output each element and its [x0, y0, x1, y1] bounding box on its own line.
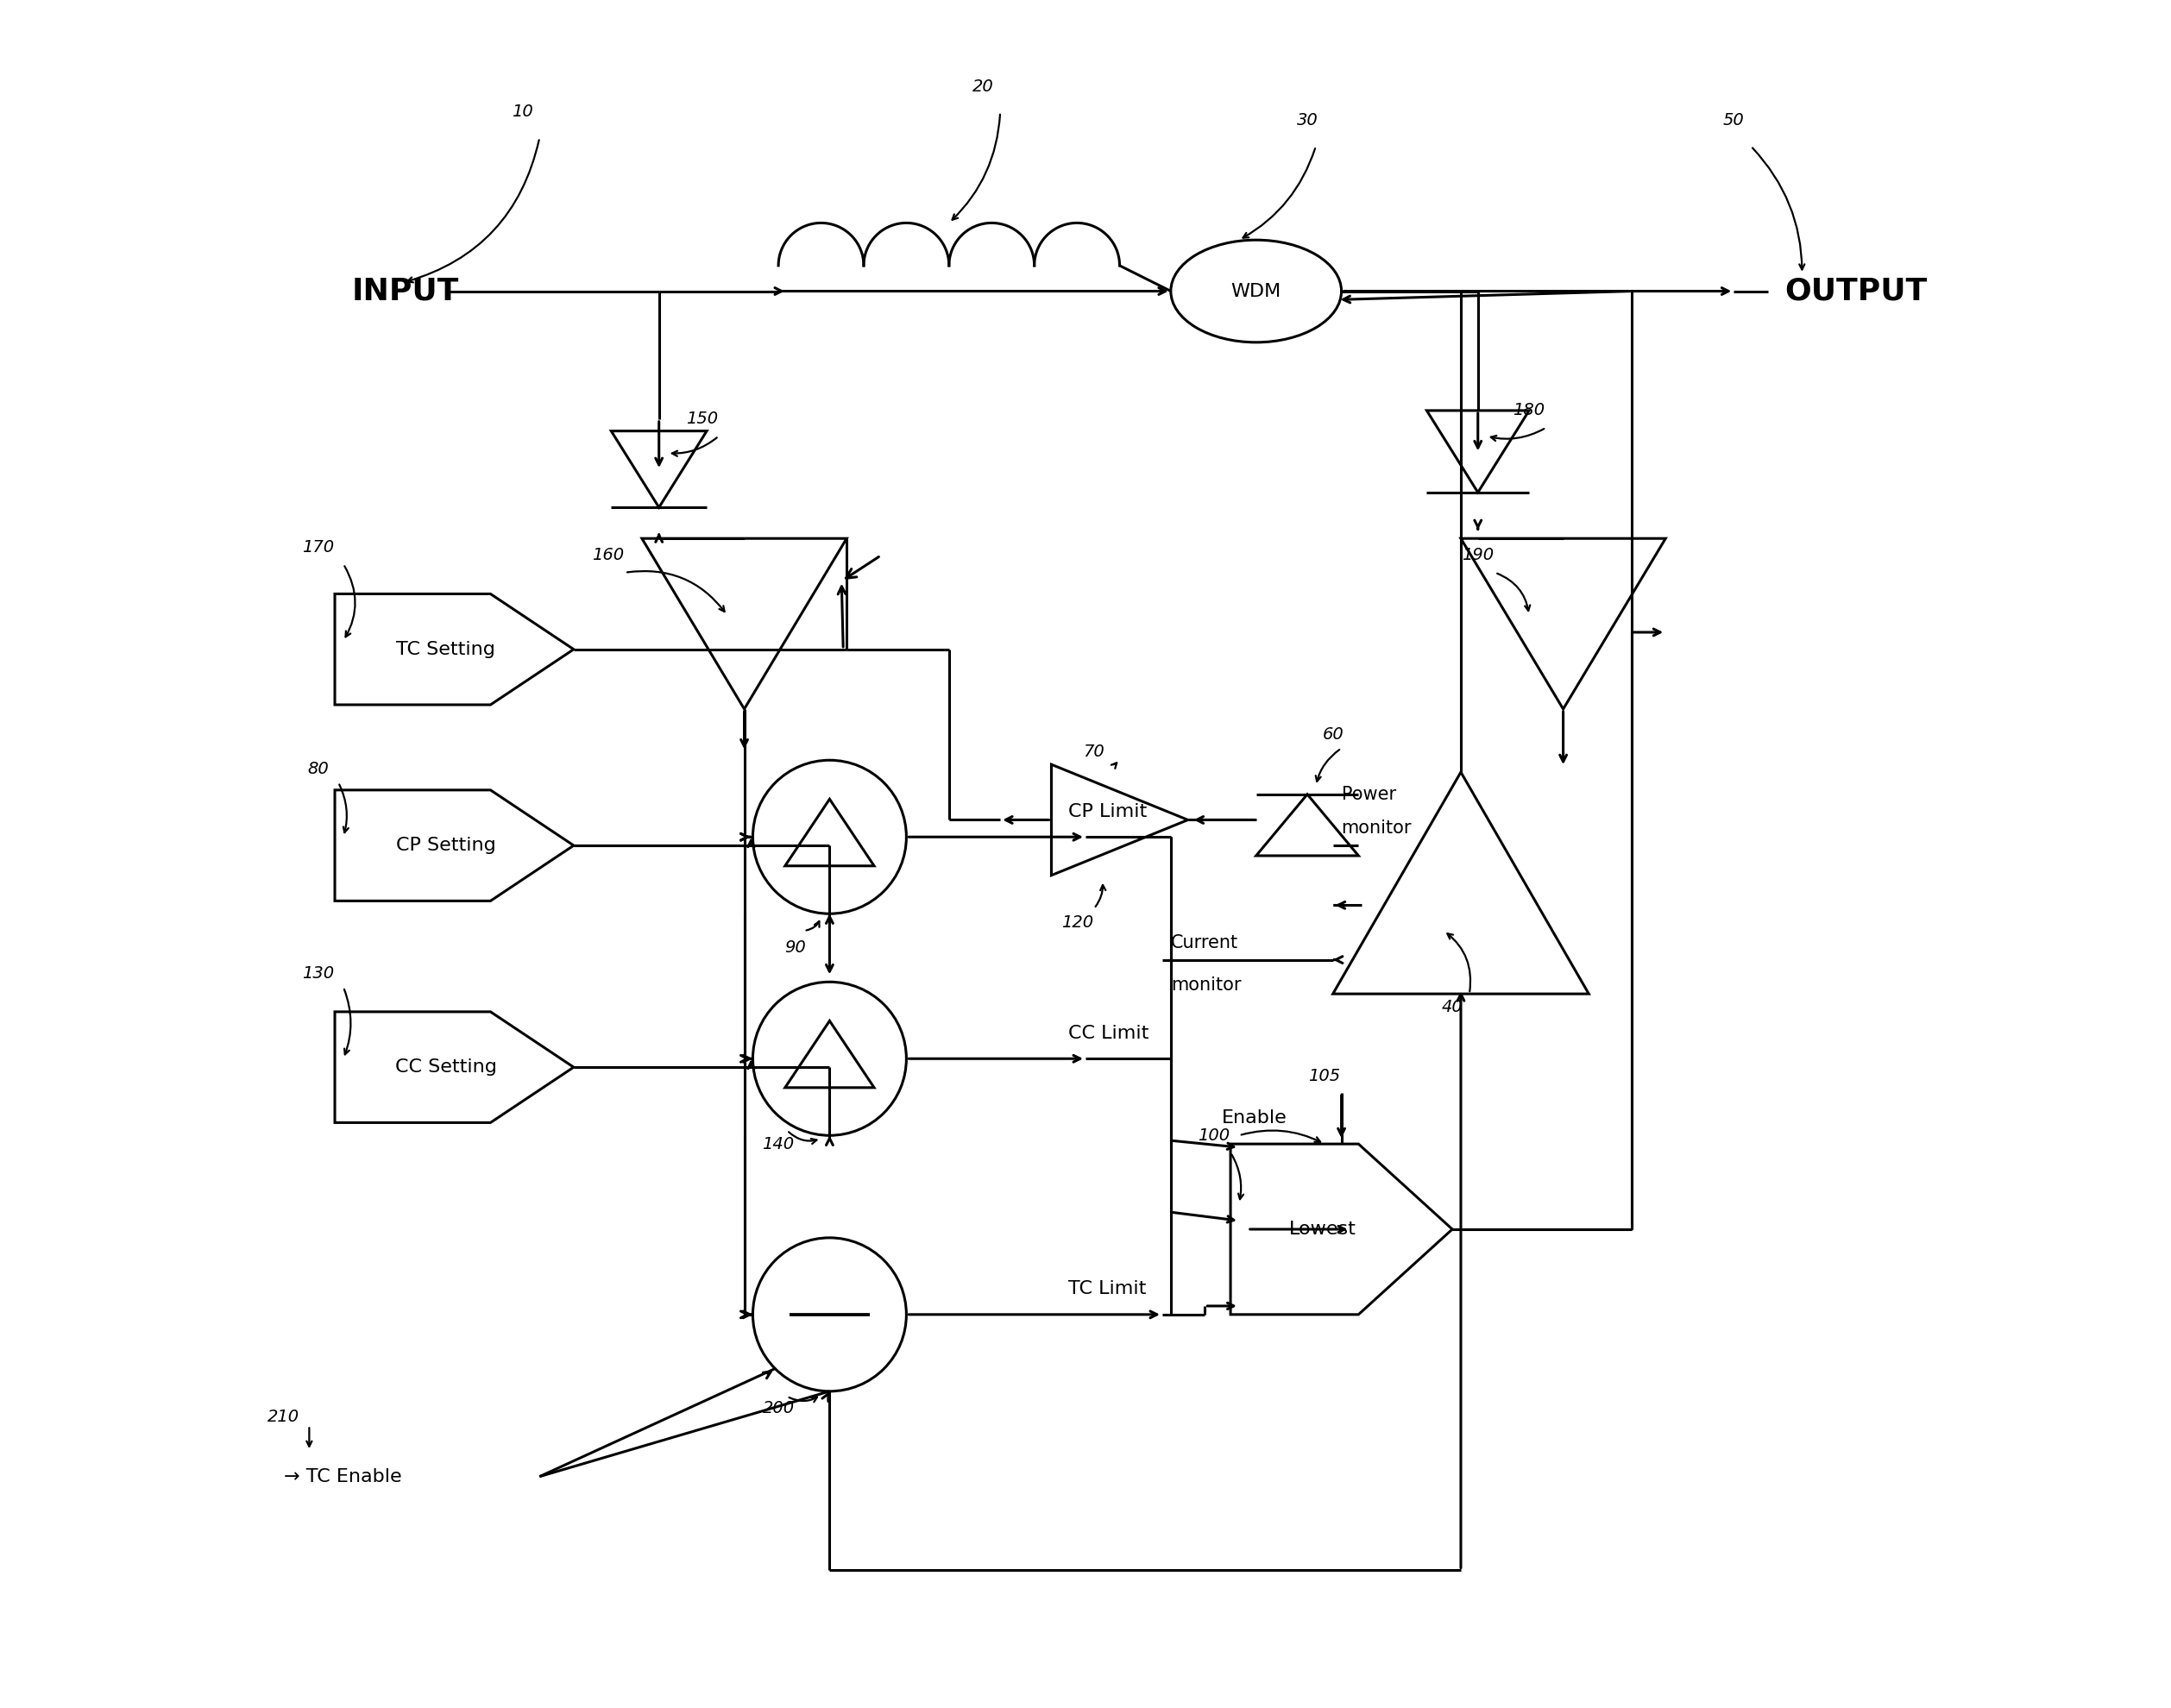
Text: Power: Power — [1342, 786, 1396, 803]
Text: 30: 30 — [1296, 113, 1318, 128]
Text: CP Setting: CP Setting — [395, 837, 495, 854]
Text: 200: 200 — [762, 1401, 795, 1416]
Text: TC Limit: TC Limit — [1068, 1281, 1146, 1298]
Text: 70: 70 — [1083, 743, 1105, 760]
Text: OUTPUT: OUTPUT — [1785, 277, 1928, 306]
Text: monitor: monitor — [1342, 820, 1411, 837]
Text: 105: 105 — [1309, 1068, 1340, 1085]
Text: 150: 150 — [686, 412, 719, 427]
Text: 190: 190 — [1461, 547, 1494, 564]
Text: 40: 40 — [1442, 999, 1463, 1016]
Text: CC Limit: CC Limit — [1068, 1025, 1148, 1042]
Text: 100: 100 — [1198, 1127, 1229, 1144]
Text: Enable: Enable — [1222, 1110, 1287, 1127]
Text: 60: 60 — [1322, 726, 1344, 743]
Text: 140: 140 — [762, 1136, 795, 1153]
Text: → TC Enable: → TC Enable — [284, 1467, 402, 1486]
Text: INPUT: INPUT — [352, 277, 460, 306]
Text: monitor: monitor — [1170, 977, 1242, 994]
Text: CC Setting: CC Setting — [395, 1059, 497, 1076]
Text: TC Setting: TC Setting — [397, 640, 495, 658]
Text: 20: 20 — [973, 79, 994, 94]
Text: 210: 210 — [267, 1409, 300, 1424]
Text: CP Limit: CP Limit — [1068, 803, 1146, 820]
Text: 90: 90 — [784, 939, 805, 956]
Text: Current: Current — [1170, 934, 1237, 951]
Text: 80: 80 — [306, 760, 328, 777]
Text: 50: 50 — [1724, 113, 1745, 128]
Text: WDM: WDM — [1231, 282, 1281, 301]
Text: 130: 130 — [302, 965, 334, 982]
Text: 10: 10 — [512, 104, 534, 120]
Text: 160: 160 — [593, 547, 623, 564]
Text: 170: 170 — [302, 538, 334, 555]
Text: Lowest: Lowest — [1290, 1221, 1357, 1238]
Text: 120: 120 — [1062, 914, 1092, 931]
Text: 180: 180 — [1513, 403, 1546, 418]
